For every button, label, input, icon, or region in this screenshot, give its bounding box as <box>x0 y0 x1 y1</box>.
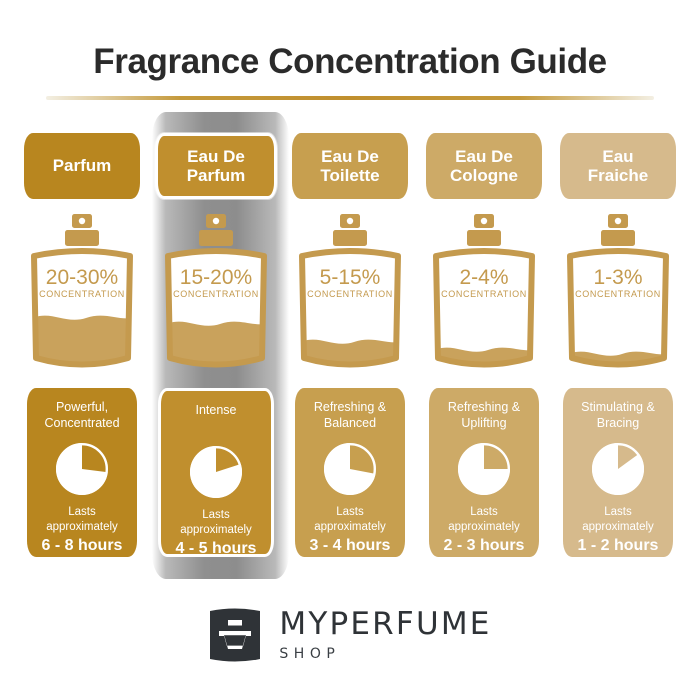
duration-value: 6 - 8 hours <box>41 537 123 555</box>
card-descriptor: Refreshing & Balanced <box>313 400 387 430</box>
card-footer: Lasts approximately 1 - 2 hours <box>578 505 659 555</box>
category-badge-eau-de-cologne[interactable]: Eau De Cologne <box>426 133 542 199</box>
duration-value: 3 - 4 hours <box>309 537 391 555</box>
category-badge-eau-fraiche[interactable]: Eau Fraiche <box>560 133 676 199</box>
svg-text:CONCENTRATION: CONCENTRATION <box>307 289 393 299</box>
pie-chart-icon <box>453 438 515 505</box>
bottle-eau-fraiche: 1-3% CONCENTRATION <box>560 212 676 372</box>
svg-text:2-4%: 2-4% <box>459 266 508 289</box>
category-badge-label: Eau De Parfum <box>186 146 246 185</box>
svg-text:CONCENTRATION: CONCENTRATION <box>441 289 527 299</box>
card-descriptor: Intense <box>195 403 237 417</box>
duration-value: 1 - 2 hours <box>577 537 659 555</box>
lasts-label: Lasts approximately <box>180 509 252 536</box>
duration-value: 4 - 5 hours <box>175 540 257 558</box>
category-badge-label: Eau Fraiche <box>587 146 649 185</box>
page-title: Fragrance Concentration Guide <box>93 42 607 81</box>
duration-value: 2 - 3 hours <box>443 537 525 555</box>
footer-logo: MYPERFUME SHOP <box>0 600 700 670</box>
lasts-label: Lasts approximately <box>582 506 654 533</box>
brand-tagline: SHOP <box>279 645 341 662</box>
title-divider <box>46 96 654 100</box>
duration-card-eau-fraiche[interactable]: Stimulating & Bracing Lasts approximately 1 … <box>563 388 673 557</box>
pie-chart-icon <box>51 438 113 505</box>
svg-text:20-30%: 20-30% <box>46 266 118 289</box>
card-footer: Lasts approximately 2 - 3 hours <box>444 505 525 555</box>
card-descriptor: Stimulating & Bracing <box>581 400 655 430</box>
bottle-eau-de-cologne: 2-4% CONCENTRATION <box>426 212 542 372</box>
bottle-eau-de-toilette: 5-15% CONCENTRATION <box>292 212 408 372</box>
category-badge-eau-de-toilette[interactable]: Eau De Toilette <box>292 133 408 199</box>
category-badge-label: Eau De Cologne <box>450 146 518 185</box>
svg-text:CONCENTRATION: CONCENTRATION <box>173 289 259 299</box>
duration-card-eau-de-cologne[interactable]: Refreshing & Uplifting Lasts approximately 2… <box>429 388 539 557</box>
bottle-parfum: 20-30% CONCENTRATION <box>24 212 140 372</box>
category-badge-eau-de-parfum[interactable]: Eau De Parfum <box>155 133 277 199</box>
category-badge-label: Parfum <box>52 156 112 176</box>
lasts-label: Lasts approximately <box>448 506 520 533</box>
category-badge-label: Eau De Toilette <box>320 146 380 185</box>
lasts-label: Lasts approximately <box>46 506 118 533</box>
lasts-label: Lasts approximately <box>314 506 386 533</box>
brand-text-block: MYPERFUME SHOP <box>279 605 492 662</box>
card-footer: Lasts approximately 6 - 8 hours <box>42 505 123 555</box>
duration-card-eau-de-toilette[interactable]: Refreshing & Balanced Lasts approximately 3 … <box>295 388 405 557</box>
brand-name: MYPERFUME <box>279 605 492 642</box>
perfume-bottle-shield-icon <box>208 606 262 664</box>
pie-chart-icon <box>319 438 381 505</box>
category-badge-parfum[interactable]: Parfum <box>24 133 140 199</box>
pie-chart-icon <box>587 438 649 505</box>
svg-text:1-3%: 1-3% <box>593 266 642 289</box>
svg-text:CONCENTRATION: CONCENTRATION <box>575 289 661 299</box>
pie-chart-icon <box>185 441 247 508</box>
svg-text:15-20%: 15-20% <box>180 266 252 289</box>
card-descriptor: Powerful, Concentrated <box>44 400 120 430</box>
card-descriptor: Refreshing & Uplifting <box>447 400 521 430</box>
duration-card-eau-de-parfum[interactable]: Intense Lasts approximately 4 - 5 hours <box>158 388 274 557</box>
duration-card-parfum[interactable]: Powerful, Concentrated Lasts approximately 6… <box>27 388 137 557</box>
card-footer: Lasts approximately 4 - 5 hours <box>176 508 257 558</box>
svg-text:CONCENTRATION: CONCENTRATION <box>39 289 125 299</box>
card-footer: Lasts approximately 3 - 4 hours <box>310 505 391 555</box>
bottle-eau-de-parfum: 15-20% CONCENTRATION <box>158 212 274 372</box>
svg-text:5-15%: 5-15% <box>320 266 381 289</box>
